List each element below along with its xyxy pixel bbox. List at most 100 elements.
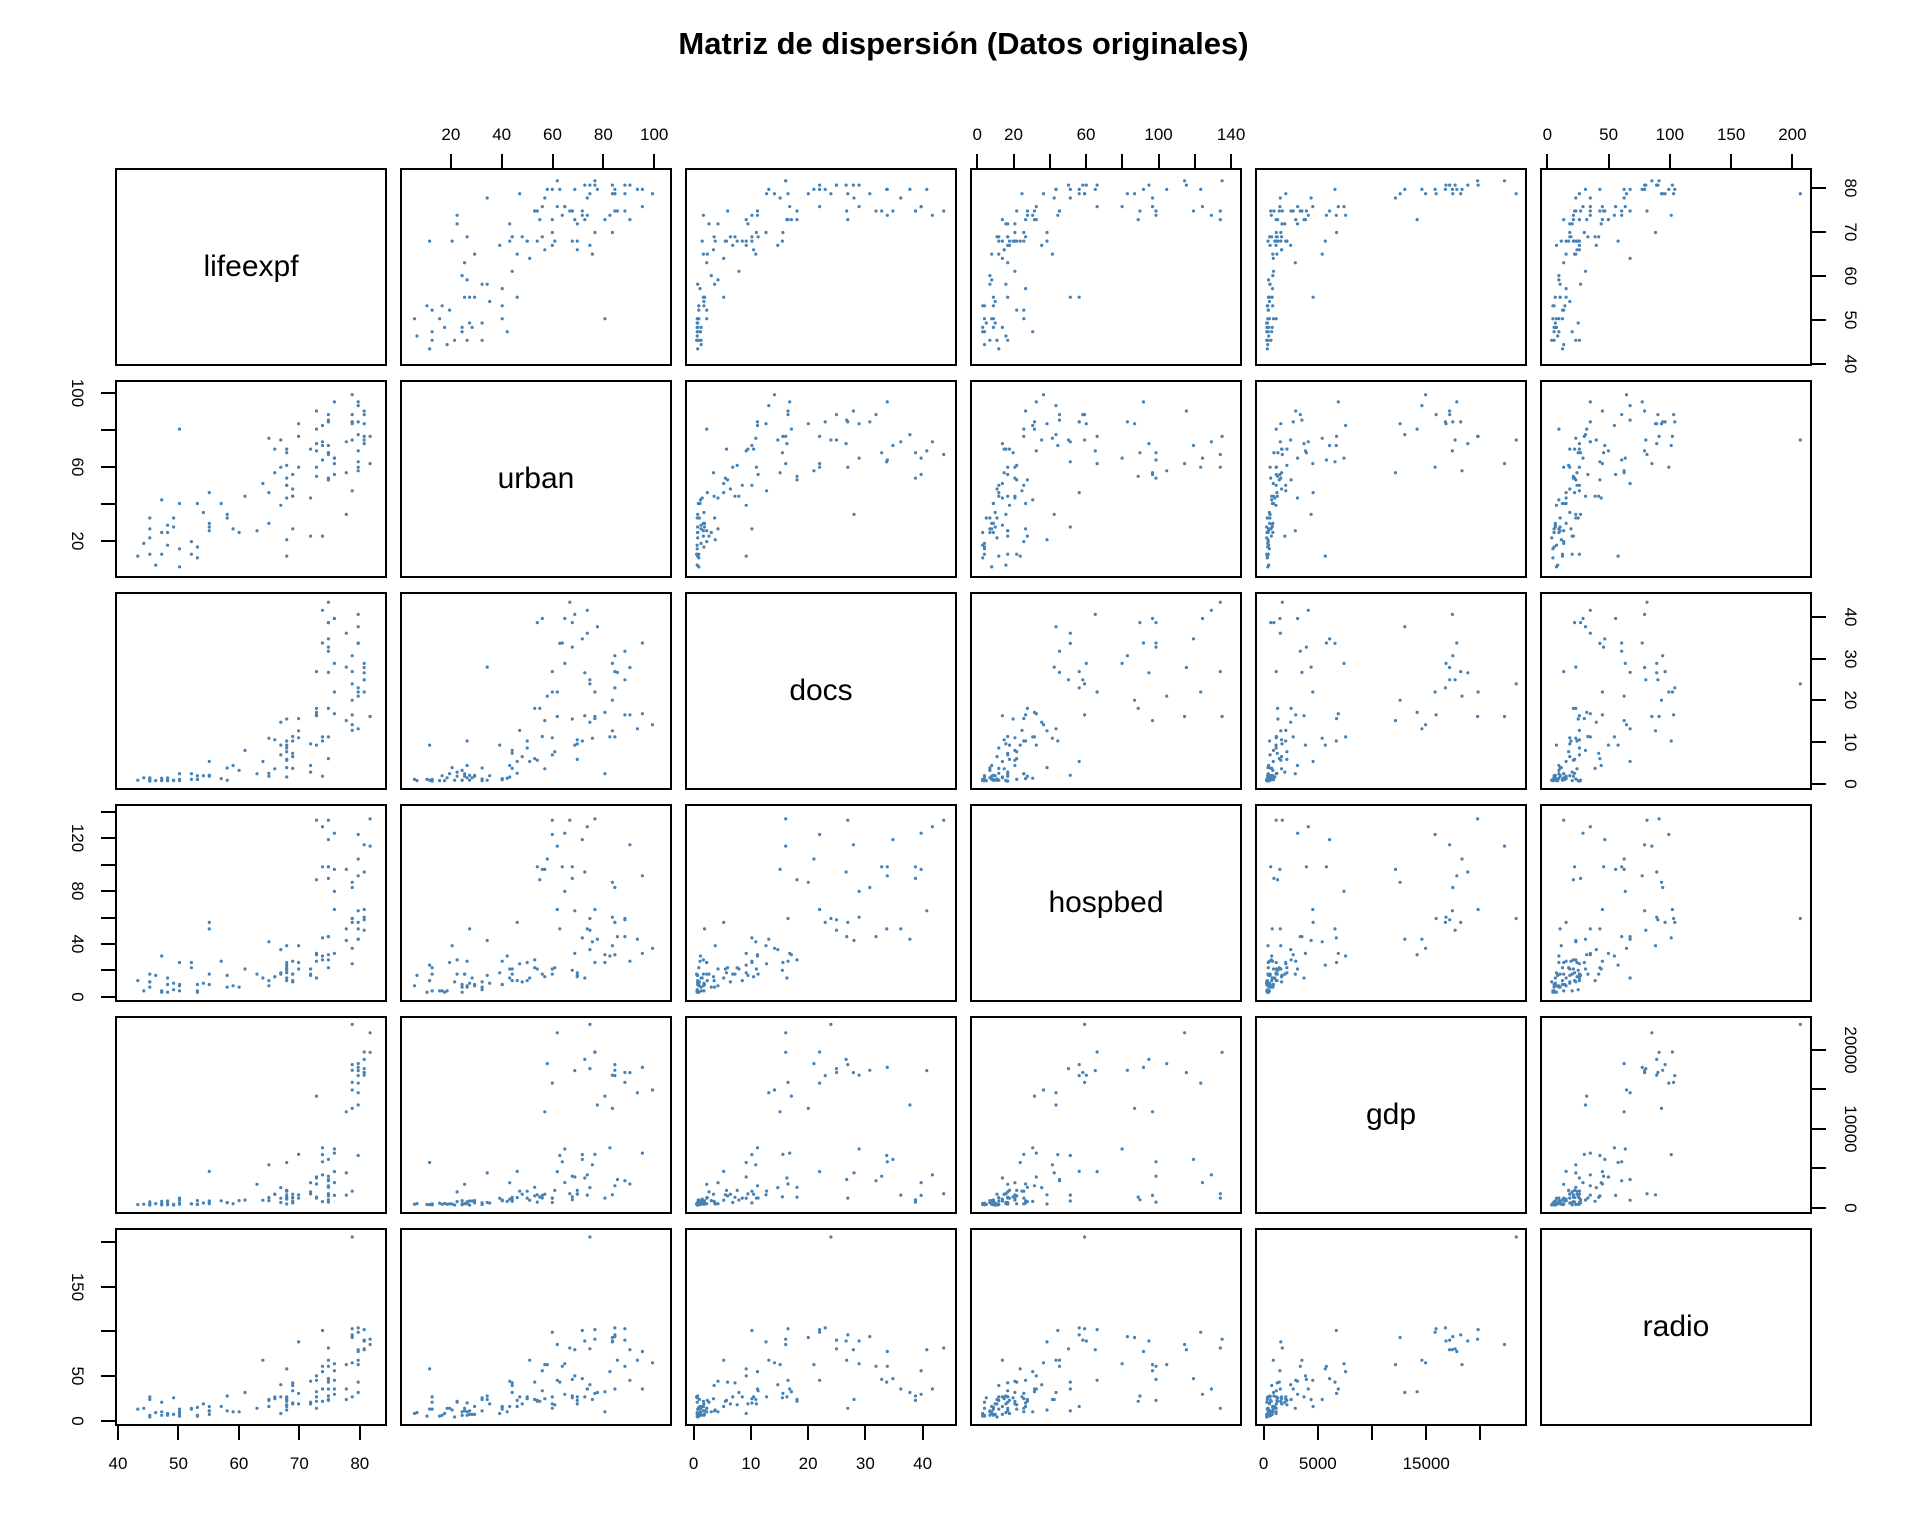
axis-tick xyxy=(1812,1206,1826,1209)
axis-tick-label: 100 xyxy=(1144,125,1173,144)
axis-tick xyxy=(864,1426,867,1440)
scatter-points xyxy=(412,817,655,994)
axis-tick xyxy=(1230,154,1233,168)
variable-label-hospbed: hospbed xyxy=(1048,886,1164,919)
axis-tick-label: 10000 xyxy=(1841,1105,1860,1153)
axis-tick-label: 100 xyxy=(640,125,669,144)
scatter-panel-r1c5 xyxy=(1255,168,1527,366)
scatter-panel-r4c2 xyxy=(400,804,672,1002)
axis-tick-label: 80 xyxy=(593,125,613,144)
axis-tick xyxy=(1812,1048,1826,1051)
diagonal-panel-lifeexpf: lifeexpf xyxy=(115,168,387,366)
axis-tick-label: 70 xyxy=(289,1454,309,1473)
axis-tick-label: 40 xyxy=(108,1454,128,1473)
scatter-points xyxy=(1265,600,1518,783)
scatter-points xyxy=(412,600,655,783)
axis-tick xyxy=(101,863,115,866)
scatter-panel-r2c1 xyxy=(115,380,387,578)
axis-tick-label: 40 xyxy=(68,934,87,954)
axis-tick xyxy=(500,154,503,168)
axis-tick xyxy=(1812,274,1826,277)
scatter-points xyxy=(695,179,946,351)
axis-tick xyxy=(976,154,979,168)
axis-tick-label: 200 xyxy=(1778,125,1807,144)
axis-tick xyxy=(1668,154,1671,168)
axis-tick-label: 0 xyxy=(68,1415,87,1426)
axis-tick xyxy=(1812,657,1826,660)
axis-tick-label: 20 xyxy=(1841,690,1860,710)
axis-tick-label: 150 xyxy=(68,1272,87,1302)
axis-tick xyxy=(1812,318,1826,321)
variable-label-radio: radio xyxy=(1642,1310,1710,1343)
axis-tick xyxy=(101,1375,115,1378)
axis-tick xyxy=(921,1426,924,1440)
scatter-points xyxy=(1550,179,1802,351)
axis-tick-label: 0 xyxy=(1258,1454,1269,1473)
axis-tick xyxy=(101,502,115,505)
axis-tick-label: 0 xyxy=(688,1454,699,1473)
axis-tick xyxy=(101,1285,115,1288)
axis-tick xyxy=(1812,230,1826,233)
axis-tick xyxy=(1157,154,1160,168)
axis-tick xyxy=(807,1426,810,1440)
variable-label-lifeexpf: lifeexpf xyxy=(203,250,299,283)
axis-tick-label: 40 xyxy=(913,1454,933,1473)
axis-tick xyxy=(1371,1426,1374,1440)
axis-tick xyxy=(1812,616,1826,618)
axis-tick xyxy=(449,154,452,168)
scatter-points xyxy=(136,1022,372,1207)
scatter-points xyxy=(1550,600,1802,783)
axis-tick xyxy=(177,1426,180,1440)
scatter-points xyxy=(1550,1022,1802,1207)
scatter-points xyxy=(981,393,1224,569)
axis-tick xyxy=(1085,154,1088,168)
axis-tick-label: 0 xyxy=(972,125,982,144)
axis-tick xyxy=(101,391,115,394)
scatter-points xyxy=(695,1022,946,1207)
scatter-panel-r3c2 xyxy=(400,592,672,790)
axis-tick xyxy=(101,810,115,813)
axis-tick xyxy=(101,995,115,998)
scatter-panel-r2c3 xyxy=(685,380,957,578)
axis-tick xyxy=(101,1419,115,1422)
scatter-panel-r4c6 xyxy=(1540,804,1812,1002)
scatter-points xyxy=(412,1235,655,1419)
axis-tick-label: 20 xyxy=(1004,125,1023,144)
axis-tick-label: 60 xyxy=(1076,125,1096,144)
axis-tick xyxy=(101,465,115,468)
axis-tick-label: 30 xyxy=(1841,649,1860,669)
axis-tick xyxy=(101,837,115,840)
scatter-panel-r1c4 xyxy=(970,168,1242,366)
scatter-panel-r2c5 xyxy=(1255,380,1527,578)
axis-tick-label: 20000 xyxy=(1841,1026,1860,1074)
scatter-panel-r5c1 xyxy=(115,1016,387,1214)
scatter-points xyxy=(136,393,372,569)
scatter-points xyxy=(695,817,946,994)
axis-tick-label: 0 xyxy=(1841,1202,1860,1213)
axis-tick-label: 60 xyxy=(543,125,562,144)
scatter-points xyxy=(1550,393,1802,569)
axis-tick xyxy=(1262,1426,1265,1440)
axis-tick xyxy=(1812,1167,1826,1170)
axis-tick-label: 0 xyxy=(1841,779,1860,789)
axis-tick-label: 20 xyxy=(68,531,87,551)
diagonal-panel-hospbed: hospbed xyxy=(970,804,1242,1002)
scatter-panel-r3c4 xyxy=(970,592,1242,790)
scatter-panel-r5c2 xyxy=(400,1016,672,1214)
scatter-points xyxy=(412,179,655,351)
scatter-panel-r2c4 xyxy=(970,380,1242,578)
scatter-points xyxy=(412,1022,655,1207)
axis-tick xyxy=(1791,154,1794,168)
diagonal-panel-gdp: gdp xyxy=(1255,1016,1527,1214)
axis-tick xyxy=(1607,154,1610,168)
scatter-panel-r3c6 xyxy=(1540,592,1812,790)
scatter-panel-r5c6 xyxy=(1540,1016,1812,1214)
axis-tick xyxy=(1730,154,1733,168)
axis-tick-label: 50 xyxy=(68,1366,87,1386)
scatter-panel-r1c6 xyxy=(1540,168,1812,366)
axis-tick xyxy=(101,890,115,893)
axis-tick xyxy=(101,1330,115,1333)
axis-tick-label: 50 xyxy=(1599,125,1619,144)
axis-tick xyxy=(1012,154,1015,168)
axis-tick xyxy=(1479,1426,1482,1440)
